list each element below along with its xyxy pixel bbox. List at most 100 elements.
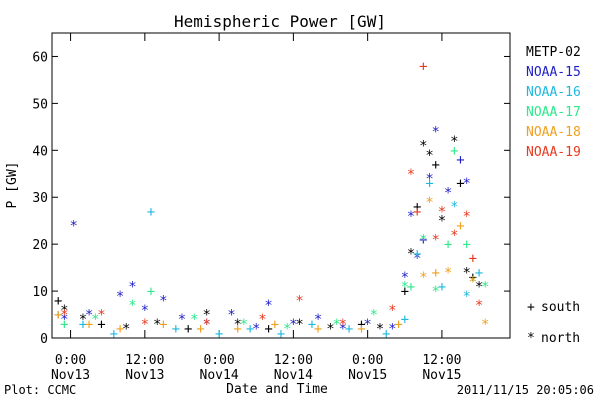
x-tick-time-label: 12:00: [274, 353, 313, 368]
x-tick-date-label: Nov14: [200, 368, 239, 383]
x-tick-time-label: 12:00: [422, 353, 461, 368]
data-point: +: [456, 218, 464, 234]
data-point: +: [116, 322, 124, 338]
data-point: +: [147, 204, 155, 220]
legend-entry: METP-02: [526, 45, 581, 60]
data-point: +: [413, 200, 421, 216]
x-tick-time-label: 12:00: [125, 353, 164, 368]
data-point: *: [289, 317, 297, 333]
data-point: *: [332, 317, 340, 333]
data-point: *: [295, 293, 303, 309]
y-tick-label: 30: [32, 191, 48, 206]
data-point: +: [432, 157, 440, 173]
legend-entry: NOAA-17: [526, 105, 581, 120]
data-point: *: [91, 312, 99, 328]
data-point: +: [264, 322, 272, 338]
data-point: *: [60, 312, 68, 328]
data-point: *: [85, 308, 93, 324]
x-axis-ticks: 0:00Nov1312:00Nov130:00Nov1412:00Nov140:…: [51, 33, 461, 383]
data-point: *: [97, 308, 105, 324]
plot-timestamp: 2011/11/15 20:05:06: [457, 383, 594, 397]
data-point: +: [469, 270, 477, 286]
data-point: +: [438, 279, 446, 295]
data-point: *: [388, 303, 396, 319]
legend-north-symbol: *: [527, 331, 535, 346]
data-point: +: [196, 322, 204, 338]
data-point: *: [153, 317, 161, 333]
data-point: *: [432, 284, 440, 300]
data-point: *: [407, 167, 415, 183]
data-point: *: [413, 251, 421, 267]
data-point: *: [240, 317, 248, 333]
data-point: *: [432, 232, 440, 248]
data-point: +: [54, 308, 62, 324]
chart-title: Hemispheric Power [GW]: [174, 12, 386, 31]
data-point: *: [60, 303, 68, 319]
data-point: *: [141, 303, 149, 319]
data-point: +: [110, 326, 118, 342]
data-point: +: [382, 326, 390, 342]
data-point: *: [388, 322, 396, 338]
data-point: *: [203, 308, 211, 324]
data-point: +: [413, 247, 421, 263]
data-point: *: [203, 317, 211, 333]
data-point: +: [444, 237, 452, 253]
y-axis-ticks: 0 10 20 30 40 50 60: [32, 50, 510, 347]
y-tick-label: 50: [32, 97, 48, 112]
data-point: +: [54, 293, 62, 309]
x-tick-date-label: Nov13: [125, 368, 164, 383]
legend-entry: NOAA-19: [526, 145, 581, 160]
data-point: *: [401, 270, 409, 286]
data-point: +: [401, 312, 409, 328]
data-point: +: [184, 322, 192, 338]
data-point: *: [462, 289, 470, 305]
data-point: *: [326, 322, 334, 338]
data-point: *: [462, 176, 470, 192]
data-point: +: [357, 322, 365, 338]
x-tick-date-label: Nov13: [51, 368, 90, 383]
data-point: *: [450, 200, 458, 216]
y-tick-label: 60: [32, 50, 48, 65]
data-point: *: [481, 317, 489, 333]
data-point: *: [283, 322, 291, 338]
data-point: *: [178, 312, 186, 328]
data-point: +: [456, 176, 464, 192]
data-point: *: [462, 265, 470, 281]
data-point: *: [481, 279, 489, 295]
data-point: *: [438, 204, 446, 220]
data-point: +: [456, 153, 464, 169]
y-axis-label: P [GW]: [5, 162, 20, 209]
data-point: *: [295, 317, 303, 333]
data-point: *: [419, 232, 427, 248]
y-tick-label: 20: [32, 238, 48, 253]
data-point: *: [69, 218, 77, 234]
data-point: +: [54, 308, 62, 324]
data-point: *: [116, 289, 124, 305]
x-axis-label: Date and Time: [226, 382, 328, 397]
y-tick-label: 10: [32, 285, 48, 300]
data-point: +: [394, 317, 402, 333]
data-point: *: [469, 275, 477, 291]
data-point: *: [128, 298, 136, 314]
data-point: +: [401, 284, 409, 300]
data-point: *: [314, 312, 322, 328]
data-point: *: [425, 171, 433, 187]
x-tick-date-label: Nov14: [274, 368, 313, 383]
data-point: +: [357, 317, 365, 333]
data-point: *: [475, 279, 483, 295]
data-point: *: [190, 312, 198, 328]
data-point: *: [469, 275, 477, 291]
data-point: +: [475, 265, 483, 281]
data-point: *: [450, 134, 458, 150]
y-tick-label: 0: [40, 332, 48, 347]
data-point: *: [339, 322, 347, 338]
data-point: *: [203, 317, 211, 333]
data-point: +: [407, 279, 415, 295]
data-point: *: [444, 186, 452, 202]
data-point: *: [432, 125, 440, 141]
data-point: +: [97, 317, 105, 333]
data-point: *: [407, 209, 415, 225]
data-point: *: [227, 308, 235, 324]
data-point: *: [475, 298, 483, 314]
